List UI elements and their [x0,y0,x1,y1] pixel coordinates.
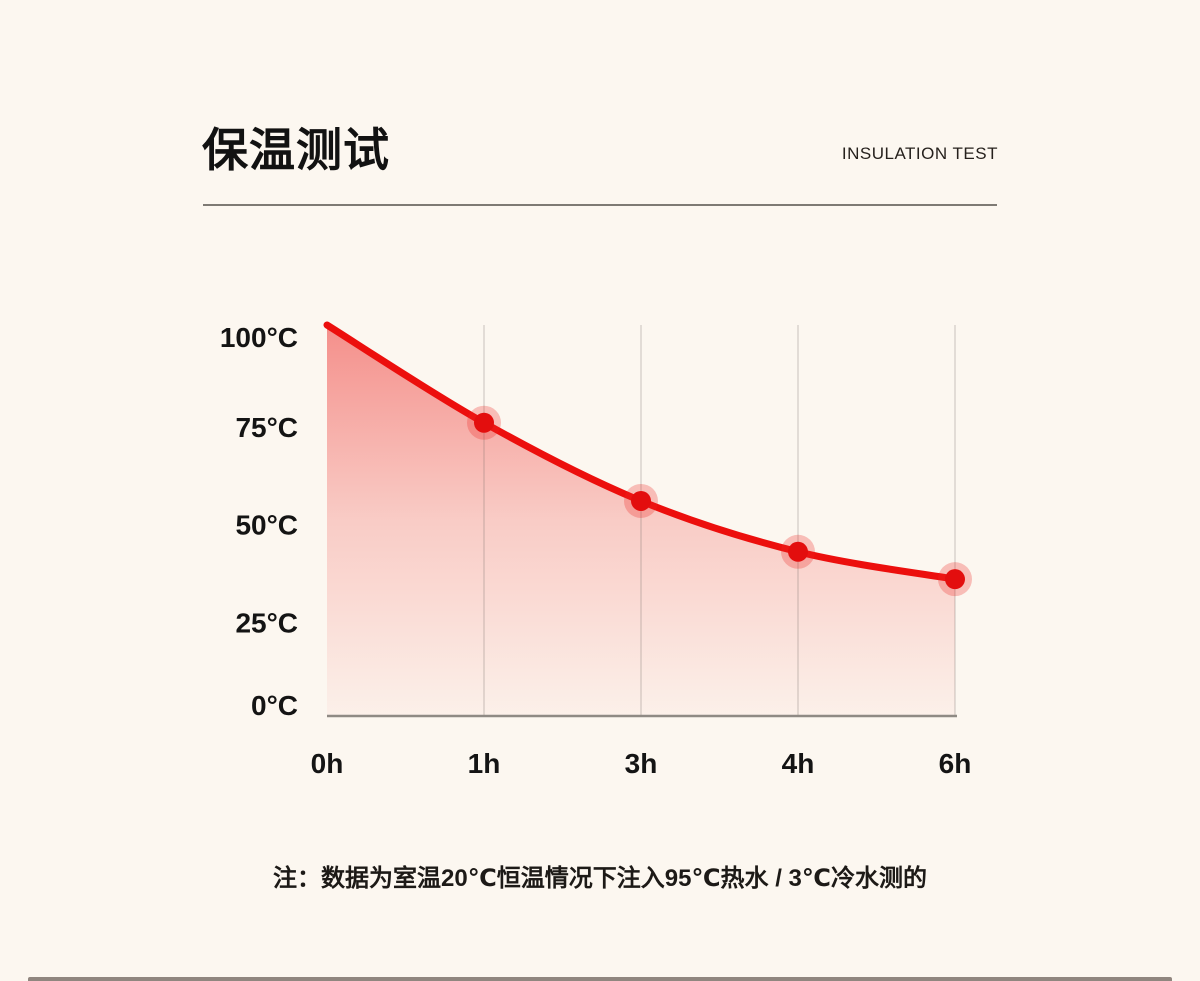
y-tick-label-75: 75°C [235,412,298,443]
data-point-6h [945,569,965,590]
data-point-1h [474,412,494,433]
y-tick-label-25: 25°C [235,607,298,638]
page-title: 保温测试 [202,124,390,176]
y-tick-label-100: 100°C [220,322,298,353]
y-tick-label-0: 0°C [251,690,298,721]
page-subtitle: INSULATION TEST [841,144,998,163]
x-tick-label-1h: 1h [468,748,501,779]
data-point-3h [631,490,651,511]
x-tick-label-3h: 3h [625,748,658,779]
bottom-accent-bar [28,977,1172,981]
x-tick-label-0h: 0h [311,748,344,779]
header-divider [203,204,997,206]
chart-footnote: 注：数据为室温20℃恒温情况下注入95℃热水 / 3℃冷水测的 [273,865,927,892]
x-tick-label-6h: 6h [939,748,972,779]
data-point-4h [788,541,808,562]
y-tick-label-50: 50°C [235,510,298,541]
x-tick-label-4h: 4h [782,748,815,779]
